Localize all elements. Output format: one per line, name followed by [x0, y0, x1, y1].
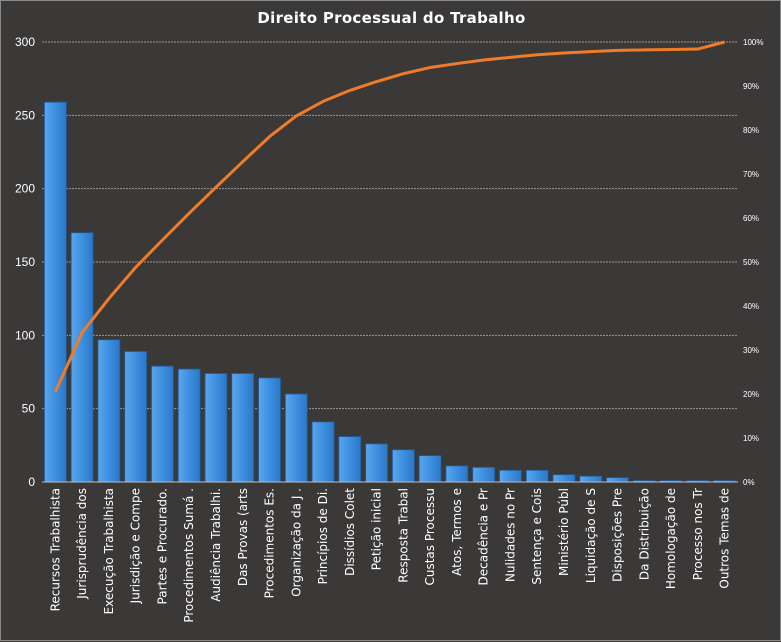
- y-axis-tick-labels: 0 50 100 150 200 250 300: [15, 35, 35, 489]
- bar: [204, 373, 228, 483]
- bar: [151, 365, 174, 483]
- y2-tick-label: 60%: [743, 214, 759, 223]
- bar: [445, 465, 469, 483]
- x-category-label: Procedimentos Sumá .: [182, 488, 196, 623]
- gridlines: [42, 41, 738, 410]
- bar: [418, 455, 442, 483]
- bar: [525, 469, 549, 483]
- y2-tick-label: 100%: [743, 38, 763, 47]
- x-category-label: Sentença e Cois: [530, 488, 544, 585]
- y-tick-label: 200: [15, 182, 35, 196]
- x-category-label: Dissídios Colet: [343, 488, 357, 576]
- bar: [97, 339, 121, 483]
- bar: [499, 469, 522, 483]
- x-category-label: Recursos Trabalhista: [48, 488, 62, 611]
- bar: [311, 421, 335, 483]
- y2-tick-label: 50%: [743, 258, 759, 267]
- x-category-label: Partes e Procurado.: [155, 488, 169, 604]
- bar: [552, 474, 576, 483]
- y2-tick-label: 10%: [743, 434, 759, 443]
- x-category-label: Homologação de: [664, 488, 678, 589]
- bar: [258, 377, 281, 483]
- x-category-label: Petição inicial: [370, 488, 384, 570]
- bar: [472, 466, 496, 483]
- chart-title: Direito Processual do Trabalho: [257, 9, 526, 27]
- x-category-label: Processo nos Tr: [691, 488, 705, 580]
- bar: [365, 443, 388, 483]
- x-category-label: Procedimentos Es.: [263, 488, 277, 598]
- x-category-label: Organização da J .: [289, 488, 303, 597]
- x-category-label: Atos, Termos e: [450, 488, 464, 576]
- x-category-label: Ministério Públ: [557, 488, 571, 576]
- y-tick-label: 100: [15, 328, 35, 342]
- y2-tick-label: 30%: [743, 346, 759, 355]
- x-category-label: Princípios de Di.: [316, 488, 330, 584]
- y-tick-label: 300: [15, 35, 35, 49]
- y2-tick-label: 40%: [743, 302, 759, 311]
- x-category-label: Audiência Trabalhi.: [209, 488, 223, 602]
- x-category-label: Das Provas (arts: [236, 488, 250, 586]
- x-category-label: Da Distribuição: [637, 488, 651, 580]
- x-category-label: Resposta Trabal: [396, 488, 410, 583]
- y2-tick-label: 0%: [743, 478, 755, 487]
- bar: [177, 368, 201, 483]
- bar: [231, 373, 255, 483]
- y2-tick-label: 90%: [743, 82, 759, 91]
- cumulative-line-series: [54, 40, 725, 393]
- x-category-label: Jurisdição e Compe: [129, 488, 143, 604]
- x-category-label: Outros Temas de: [718, 488, 732, 589]
- y-tick-label: 0: [28, 475, 35, 489]
- bar: [392, 449, 415, 483]
- y2-axis-tick-labels: 0% 10% 20% 30% 40% 50% 60% 70% 80% 90% 100%: [743, 38, 763, 487]
- bar: [124, 351, 148, 483]
- y-tick-label: 250: [15, 108, 35, 122]
- bar: [338, 436, 362, 483]
- x-category-label: Decadência e Pr: [477, 488, 491, 586]
- bar: [284, 393, 308, 483]
- x-category-label: Execução Trabalhista: [102, 488, 116, 614]
- x-category-label: Custas Processu: [423, 488, 437, 586]
- bar-series: [44, 101, 736, 483]
- y-tick-label: 50: [22, 402, 36, 416]
- x-category-label: Nulidades no Pr: [503, 488, 517, 582]
- y2-tick-label: 70%: [743, 170, 759, 179]
- x-category-label: Disposições Pre: [611, 488, 625, 582]
- bar: [44, 101, 67, 483]
- bar: [606, 477, 629, 483]
- x-category-label: Liquidação de S: [584, 488, 598, 583]
- x-category-label: Jurisprudência dos: [75, 488, 89, 600]
- y2-tick-label: 80%: [743, 126, 759, 135]
- y-tick-label: 150: [15, 255, 35, 269]
- y2-tick-label: 20%: [743, 390, 759, 399]
- bar: [70, 232, 94, 483]
- x-axis-category-labels: Recursos Trabalhista Jurisprudência dos Ex…: [48, 488, 731, 623]
- cumulative-line: [54, 40, 725, 393]
- bar: [579, 475, 603, 483]
